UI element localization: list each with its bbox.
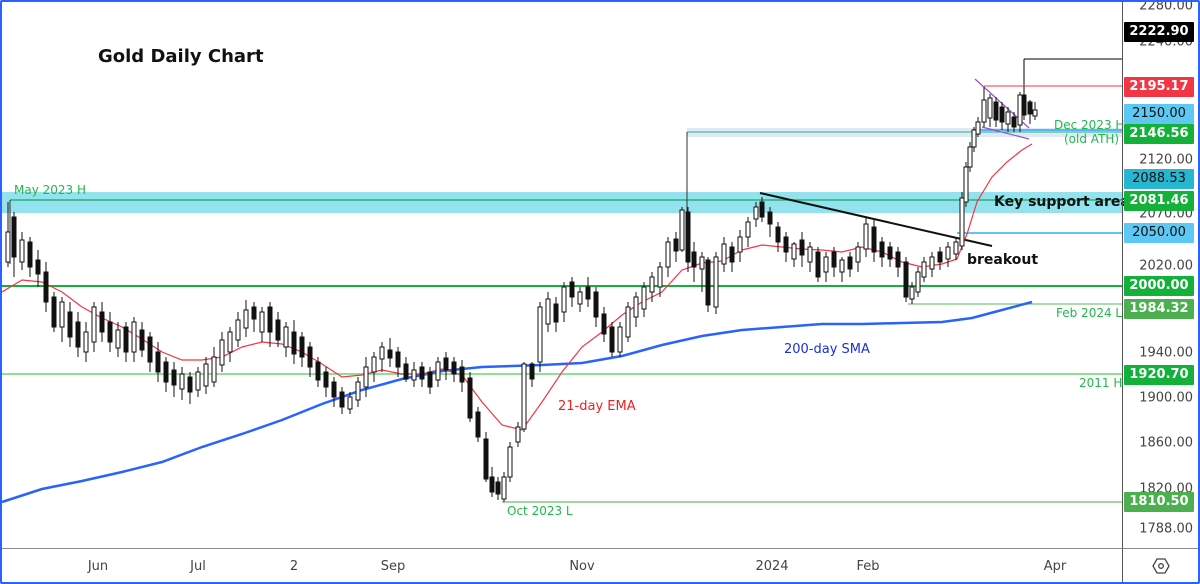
price-badge: 2146.56 — [1124, 124, 1194, 144]
price-badge: 2081.46 — [1124, 191, 1194, 211]
price-badge: 2088.53 — [1124, 169, 1194, 189]
y-tick: 1900.00 — [1139, 390, 1193, 406]
key-support-label: Key support area — [994, 194, 1130, 210]
plot-area[interactable]: Gold Daily Chart May 2023 H Key support … — [2, 2, 1130, 548]
hexagon-settings-icon — [1152, 558, 1170, 574]
x-tick: 2024 — [755, 559, 789, 574]
candles — [5, 87, 1038, 502]
breakout-label: breakout — [967, 252, 1039, 268]
x-tick: Nov — [569, 559, 595, 574]
price-badge: 2050.00 — [1124, 223, 1194, 243]
feb-low-label: Feb 2024 L — [1056, 306, 1123, 320]
sma-label: 200-day SMA — [784, 342, 870, 357]
chart-canvas — [2, 58, 1122, 504]
x-tick: Jun — [87, 559, 109, 574]
chart-title: Gold Daily Chart — [98, 46, 264, 67]
y-tick: 1940.00 — [1139, 345, 1193, 361]
oct-low-label: Oct 2023 L — [507, 504, 573, 518]
chart-settings-button[interactable] — [1122, 548, 1198, 582]
price-badge: 1810.50 — [1124, 492, 1194, 512]
x-tick: Jul — [190, 559, 206, 574]
x-tick: Sep — [380, 559, 406, 574]
time-axis[interactable]: Jun Jul 2 Sep Nov 2024 Feb Apr — [2, 548, 1122, 582]
dec-high-label: Dec 2023 H — [1054, 118, 1125, 132]
price-badge: 1984.32 — [1124, 299, 1194, 319]
y-tick: 2120.00 — [1139, 152, 1193, 168]
x-tick: Apr — [1043, 559, 1067, 574]
price-badge: 2195.17 — [1124, 77, 1194, 97]
2011-high-label: 2011 H — [1079, 376, 1123, 390]
price-badge: 2000.00 — [1124, 276, 1194, 296]
price-axis[interactable]: 2280.00 2240.00 2120.00 2070.00 2020.00 … — [1122, 0, 1198, 548]
y-tick: 1788.00 — [1139, 521, 1193, 537]
may-high-label: May 2023 H — [14, 183, 86, 197]
y-tick: 1860.00 — [1139, 435, 1193, 451]
y-tick: 2020.00 — [1139, 258, 1193, 274]
price-badge: 2222.90 — [1124, 22, 1194, 42]
y-tick: 2280.00 — [1139, 0, 1193, 14]
price-badge: 2150.00 — [1124, 104, 1194, 124]
x-tick: Feb — [856, 559, 880, 574]
ema-label: 21-day EMA — [558, 399, 636, 414]
x-tick: 2 — [289, 559, 299, 574]
price-badge: 1920.70 — [1124, 365, 1194, 385]
old-ath-label: (old ATH) — [1064, 132, 1120, 146]
